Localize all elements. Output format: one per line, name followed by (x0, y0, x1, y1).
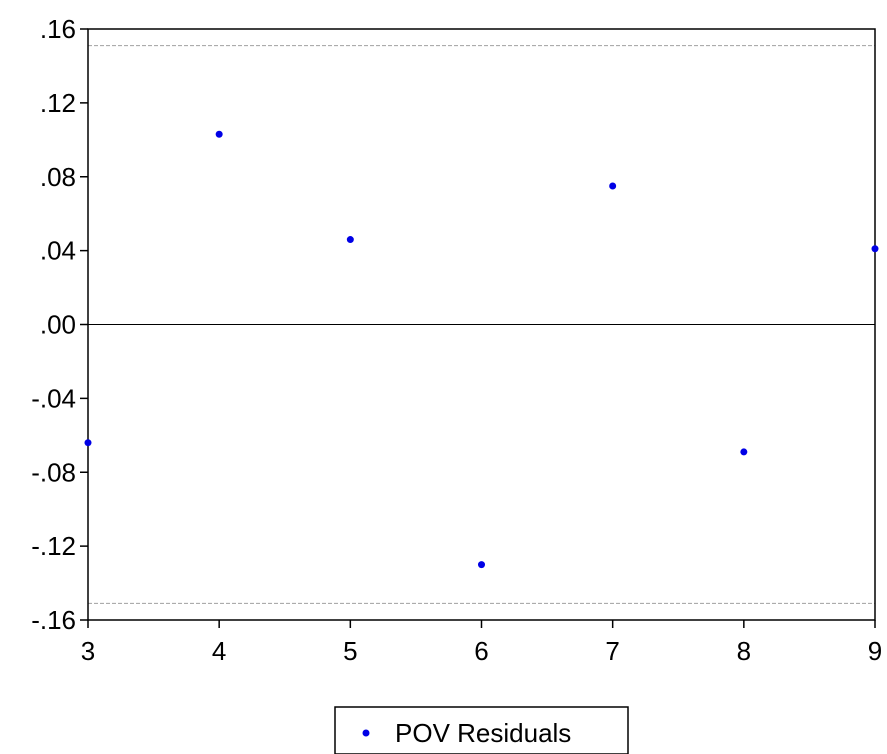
y-tick-label: -.04 (31, 383, 76, 413)
x-tick-label: 3 (81, 636, 95, 666)
y-tick-label: .00 (40, 310, 76, 340)
scatter-point (84, 439, 92, 447)
legend: POV Residuals (334, 706, 629, 754)
y-tick-label: .08 (40, 162, 76, 192)
scatter-points (84, 130, 879, 569)
legend-label: POV Residuals (395, 718, 571, 748)
legend-box (334, 706, 629, 754)
x-axis: 3 4 5 6 7 8 9 (81, 620, 882, 666)
x-tick-label: 8 (737, 636, 751, 666)
reference-lines (88, 45, 875, 604)
y-tick-label: .12 (40, 88, 76, 118)
x-tick-label: 9 (868, 636, 882, 666)
x-tick-label: 6 (474, 636, 488, 666)
y-tick-label: -.08 (31, 457, 76, 487)
scatter-point (871, 245, 879, 253)
x-tick-label: 5 (343, 636, 357, 666)
scatter-point (215, 130, 223, 138)
y-tick-label: -.12 (31, 531, 76, 561)
y-tick-label: .16 (40, 14, 76, 44)
legend-marker (362, 729, 370, 737)
scatter-point (478, 561, 485, 569)
scatter-point (346, 236, 354, 244)
x-tick-label: 7 (605, 636, 619, 666)
y-axis: .16 .12 .08 .04 .00 -.04 -.08 -.12 -.16 (31, 14, 88, 635)
x-tick-label: 4 (212, 636, 226, 666)
scatter-point (740, 448, 748, 456)
scatter-point (609, 182, 617, 190)
y-tick-label: .04 (40, 236, 76, 266)
y-tick-label: -.16 (31, 605, 76, 635)
